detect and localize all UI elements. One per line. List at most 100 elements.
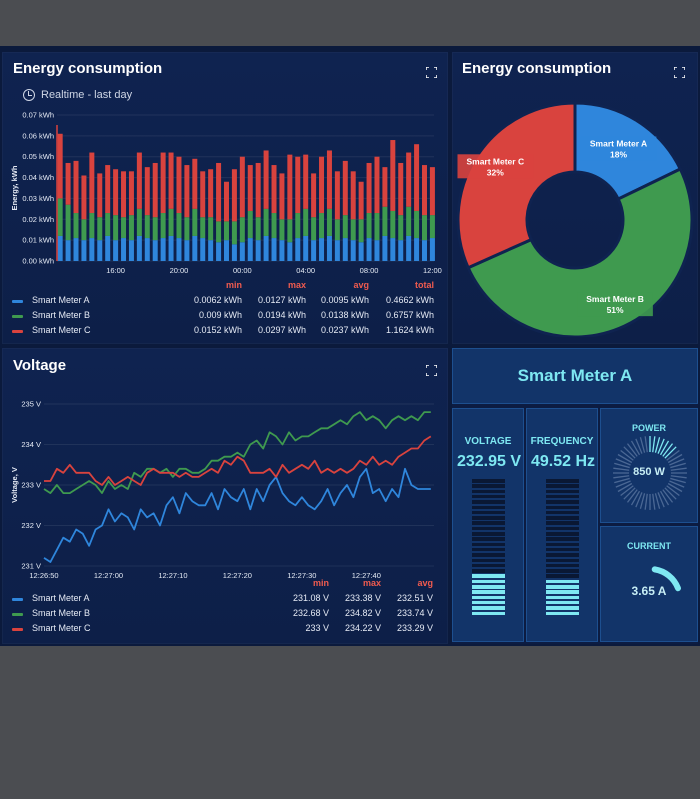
- bar-segment: [57, 235, 63, 261]
- gauge-segment: [472, 494, 505, 499]
- bar-segment: [382, 206, 388, 236]
- fullscreen-icon[interactable]: [426, 67, 437, 78]
- voltage-line-chart: 231 V 232 V 233 V 234 V 235 V Voltage, V 12:26…: [10, 400, 434, 578]
- bar-segment: [311, 240, 317, 261]
- bar-segment: [311, 217, 317, 241]
- gauge-segment: [546, 484, 579, 488]
- bar-segment: [358, 219, 364, 243]
- bar-segment: [358, 181, 364, 220]
- bar-segment: [334, 240, 340, 261]
- gauge-segment: [472, 516, 505, 520]
- bar-segment: [152, 217, 158, 241]
- y-tick-label: 234 V: [21, 440, 41, 449]
- legend-row-meter-a[interactable]: Smart Meter A 231.08 V 233.38 V 232.51 V: [12, 593, 442, 607]
- energy-donut-chart: Smart Meter A18% Smart Meter B51% Smart Me…: [456, 101, 694, 337]
- x-tick-label: 12:26:50: [29, 571, 58, 578]
- power-tick: [666, 449, 680, 461]
- bar-segment: [57, 133, 63, 199]
- bar-segment: [168, 235, 174, 261]
- power-tick: [614, 477, 630, 484]
- bar-segment: [208, 169, 214, 218]
- gauge-segment: [472, 479, 505, 483]
- bar-segment: [398, 215, 404, 241]
- bar-segment: [121, 171, 127, 218]
- bar-segment: [366, 213, 372, 239]
- legend-row-meter-c[interactable]: Smart Meter C 233 V 234.22 V 233.29 V: [12, 623, 442, 637]
- y-tick-label: 232 V: [21, 521, 41, 530]
- power-tick: [652, 436, 656, 453]
- bar-segment: [105, 213, 111, 236]
- bar-segment: [231, 169, 237, 222]
- bar-segment: [398, 162, 404, 216]
- bar-segment: [128, 215, 134, 241]
- pie-label-name: Smart Meter A: [590, 139, 647, 149]
- bar-segment: [89, 213, 95, 239]
- bar-segment: [105, 235, 111, 261]
- bar-segment: [319, 238, 325, 261]
- x-tick-label: 12:27:40: [352, 571, 381, 578]
- legend-row-meter-b[interactable]: Smart Meter B 232.68 V 234.82 V 233.74 V: [12, 608, 442, 622]
- fullscreen-icon[interactable]: [426, 365, 437, 376]
- power-tile: POWER 850 W: [600, 408, 698, 523]
- y-tick-label: 0.04 kWh: [22, 173, 54, 182]
- bar-segment: [239, 217, 245, 243]
- power-tick: [614, 462, 630, 469]
- clock-icon: [23, 89, 35, 101]
- power-tick: [635, 492, 643, 508]
- power-tick: [630, 440, 641, 456]
- gauge-segment: [472, 510, 505, 515]
- y-axis-label: Energy, kWh: [10, 165, 19, 210]
- bar-segment: [160, 152, 166, 214]
- bar-segment: [192, 235, 198, 261]
- frequency-label: FREQUENCY: [530, 436, 594, 447]
- bar-segment: [374, 240, 380, 261]
- gauge-segment: [546, 563, 579, 568]
- power-tick: [639, 493, 646, 509]
- gauge-segment: [472, 537, 505, 541]
- bar-segment: [128, 240, 134, 261]
- legend-row-meter-c[interactable]: Smart Meter C 0.0152 kWh 0.0297 kWh 0.02…: [12, 325, 442, 339]
- bar-segment: [97, 217, 103, 241]
- legend-total: 1.1624 kWh: [385, 325, 434, 335]
- frequency-value: 49.52 Hz: [530, 453, 596, 470]
- power-tick: [657, 492, 665, 508]
- pie-label-box: [580, 136, 657, 161]
- bar-segment: [231, 244, 237, 261]
- power-tick: [615, 458, 631, 466]
- gauge-segment: [546, 510, 579, 515]
- x-tick-label: 12:27:30: [287, 571, 316, 578]
- power-tick: [623, 446, 636, 459]
- power-tick: [670, 475, 687, 479]
- bar-segment: [81, 219, 87, 241]
- fullscreen-icon[interactable]: [674, 67, 685, 78]
- series-line: [43, 411, 431, 494]
- legend-max: 234.22 V: [344, 623, 381, 633]
- legend-swatch: [12, 628, 23, 631]
- energy-legend: min max avg total Smart Meter A 0.0062 k…: [2, 280, 448, 340]
- bar-segment: [271, 238, 277, 261]
- gauge-segment: [546, 532, 579, 536]
- legend-name: Smart Meter C: [32, 623, 91, 633]
- y-tick-label: 235 V: [21, 400, 41, 409]
- bar-segment: [350, 171, 356, 220]
- legend-max: 0.0127 kWh: [257, 295, 306, 305]
- voltage-panel: Voltage 231 V 232 V 233 V 234 V 235 V Voltage…: [2, 348, 448, 644]
- legend-row-meter-b[interactable]: Smart Meter B 0.009 kWh 0.0194 kWh 0.013…: [12, 310, 442, 324]
- bar-segment: [390, 238, 396, 261]
- power-tick: [667, 482, 683, 493]
- gauge-segment: [546, 595, 579, 600]
- energy-pie-panel: Energy consumption Smart Meter A 18% Smart…: [452, 52, 698, 344]
- bar-segment: [279, 173, 285, 220]
- legend-row-meter-a[interactable]: Smart Meter A 0.0062 kWh 0.0127 kWh 0.00…: [12, 295, 442, 309]
- gauge-segment: [546, 479, 579, 483]
- bar-segment: [136, 152, 142, 209]
- bar-segment: [121, 217, 127, 239]
- power-tick: [669, 458, 685, 466]
- legend-header-total: total: [415, 280, 434, 290]
- gauge-segment: [546, 521, 579, 525]
- y-tick-label: 233 V: [21, 481, 41, 490]
- x-tick-label: 16:00: [106, 266, 125, 275]
- bar-segment: [319, 213, 325, 239]
- bar-segment: [326, 208, 332, 236]
- y-tick-label: 0.02 kWh: [22, 215, 54, 224]
